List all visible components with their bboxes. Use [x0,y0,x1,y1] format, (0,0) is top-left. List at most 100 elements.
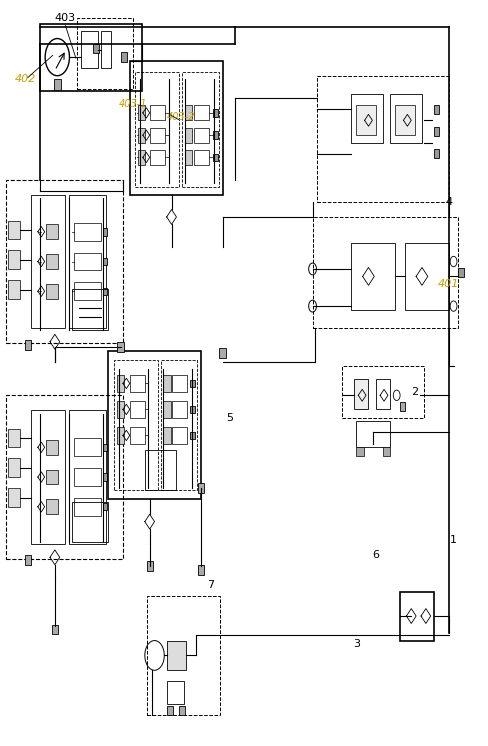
Bar [108,351,201,499]
Bar [163,427,170,444]
Bar [102,503,107,510]
Bar [190,406,195,413]
Bar [137,105,144,120]
Text: 6: 6 [371,550,379,560]
Bar [399,592,433,641]
Bar [167,706,173,715]
Bar [8,429,20,448]
Bar [52,624,58,634]
Bar [30,195,64,328]
Bar [172,375,186,392]
Bar [190,432,195,439]
Bar [212,109,217,116]
Bar [46,225,58,239]
Bar [30,410,64,544]
Bar [74,253,101,271]
Bar [135,72,179,187]
Text: 403-2: 403-2 [167,112,195,122]
Bar [6,395,122,559]
Bar [102,258,107,266]
Bar [312,217,458,328]
Bar [130,401,144,418]
Bar [54,79,61,90]
Bar [404,243,448,310]
Bar [356,421,389,448]
Text: 402: 402 [15,75,36,84]
Bar [317,75,448,202]
Bar [117,401,124,418]
Bar [185,150,192,165]
Bar [121,52,127,62]
Bar [353,379,368,409]
Bar [185,105,192,120]
Bar [74,498,101,515]
Text: 1: 1 [449,535,456,545]
Bar [150,128,164,142]
Bar [150,105,164,120]
Bar [351,94,382,142]
Bar [137,128,144,142]
Bar [212,154,217,161]
Bar [375,379,389,409]
Bar [194,150,208,165]
Bar [130,427,144,444]
Bar [102,473,107,480]
Text: 4: 4 [444,197,451,207]
Bar [114,360,158,490]
Bar [394,105,414,135]
Bar [194,128,208,142]
Bar [161,360,197,490]
Bar [146,562,153,571]
Bar [197,483,203,493]
Bar [46,254,58,269]
Bar [163,401,170,418]
Bar [150,150,164,165]
Bar [389,94,421,142]
Bar [102,287,107,295]
Bar [382,448,389,457]
Bar [8,280,20,298]
Text: 403-1: 403-1 [118,99,146,109]
Text: 403: 403 [54,13,75,22]
Bar [117,342,123,352]
Bar [46,440,58,455]
Bar [179,706,185,715]
Bar [77,19,132,89]
Bar [46,499,58,514]
Bar [130,61,222,195]
Bar [117,375,124,392]
Bar [351,243,394,310]
Bar [166,641,186,671]
Bar [356,105,375,135]
Bar [25,556,31,565]
Bar [102,228,107,236]
Bar [197,565,203,574]
Bar [69,410,106,544]
Bar [81,31,98,69]
Bar [185,128,192,142]
Bar [117,427,124,444]
Bar [69,195,106,328]
Bar [72,501,108,542]
Bar [130,375,144,392]
Bar [433,149,439,158]
Bar [172,427,186,444]
Bar [433,104,439,113]
Text: 3: 3 [352,639,359,649]
Bar [163,375,170,392]
Bar [74,282,101,300]
Bar [8,459,20,477]
Text: 401: 401 [437,279,458,289]
Bar [25,340,31,350]
Bar [74,468,101,486]
Bar [137,150,144,165]
Bar [72,289,108,330]
Bar [93,44,99,53]
Bar [399,402,405,411]
Bar [40,24,142,90]
Bar [182,72,218,187]
Bar [356,448,363,457]
Text: 2: 2 [410,386,417,397]
Bar [433,127,439,136]
Bar [101,31,111,69]
